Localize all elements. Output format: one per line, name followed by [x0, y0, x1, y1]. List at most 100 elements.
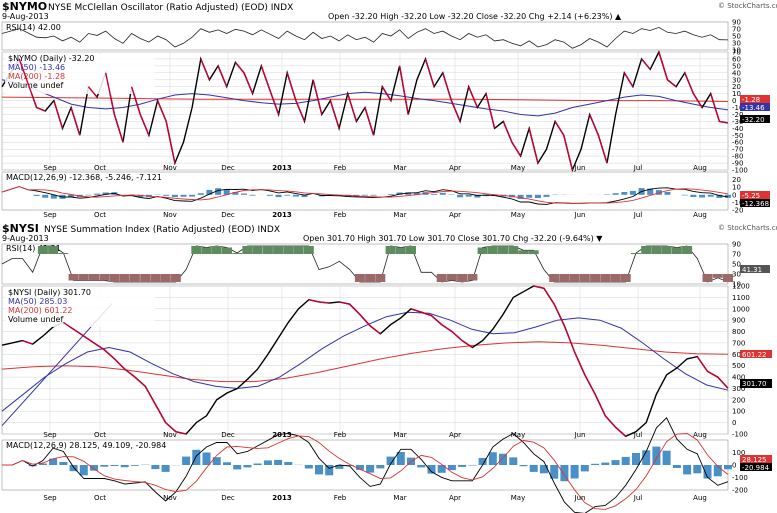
price-down-segment: [584, 374, 596, 395]
price-down-segment: [83, 335, 95, 344]
bottom-tag-macd1: 28.125: [742, 456, 767, 464]
bottom-ohlc: Open 301.70 High 301.70 Low 301.70 Close…: [303, 234, 603, 243]
price-down-segment: [234, 61, 245, 74]
macd-bar: [171, 194, 178, 198]
bottom-tag-macd2: -20.984: [742, 464, 770, 472]
macd-bar: [488, 452, 497, 465]
macd-bar: [713, 465, 722, 477]
rsi-overbought-fill: [293, 246, 304, 254]
macd-bar: [621, 456, 630, 465]
macd-bar: [50, 194, 57, 199]
price-down-segment: [260, 65, 271, 91]
price-down-segment: [165, 422, 177, 433]
price-down-segment: [719, 120, 729, 124]
rsi-oversold-fill: [559, 274, 570, 282]
price-down-segment: [692, 93, 703, 108]
y-tick-label: -80: [732, 153, 743, 161]
y-tick-label: -90: [732, 160, 743, 168]
macd-bar: [223, 462, 231, 465]
bottom-legend-main: $NYSI (Daily) 301.70: [8, 288, 91, 297]
y-tick-label: 70: [732, 251, 741, 259]
top-legend-volume: Volume undef: [8, 81, 63, 90]
price-down-segment: [710, 93, 721, 122]
bottom-macd-y-axis: 100 0 -100 -200: [732, 449, 748, 495]
rsi-overbought-fill: [222, 247, 232, 254]
macd-bar: [79, 465, 88, 476]
macd-bar: [509, 457, 518, 465]
rsi-overbought-fill: [498, 246, 508, 254]
y-tick-label: 50: [732, 261, 741, 269]
price-down-segment: [533, 285, 545, 289]
bottom-tag-last: 301.70: [742, 380, 767, 388]
price-down-segment: [359, 314, 371, 327]
rsi-overbought-fill: [262, 246, 273, 254]
bottom-legend-ma50: MA(50) 285.03: [8, 297, 67, 306]
macd-bar: [580, 465, 589, 472]
macd-bar: [263, 460, 272, 465]
x-tick-label: Sep: [43, 164, 57, 172]
rsi-overbought-fill: [191, 246, 202, 254]
bottom-legend-ma200: MA(200) 601.22: [8, 306, 72, 315]
rsi-oversold-fill: [579, 274, 590, 282]
macd-bar: [253, 463, 262, 465]
macd-bar: [437, 465, 446, 473]
rsi-y-tick-label: 30: [732, 40, 741, 48]
y-tick-label: 1200: [732, 283, 750, 291]
rsi-oversold-fill: [723, 274, 733, 282]
x-tick-label: Dec: [221, 211, 235, 219]
x-tick-label: Aug: [693, 494, 707, 502]
rsi-oversold-fill: [549, 274, 560, 282]
macd-bar: [100, 465, 109, 467]
x-tick-label: Apr: [449, 494, 461, 502]
rsi-overbought-fill: [273, 246, 284, 254]
x-tick-label: Nov: [163, 431, 177, 439]
price-down-segment: [243, 72, 254, 94]
macd-bar: [212, 457, 221, 465]
bottom-macd-label: MACD(12,26,9) 28.125, 49.109, -20.984: [6, 441, 166, 450]
price-down-segment: [27, 82, 38, 108]
rsi-oversold-fill: [170, 274, 181, 282]
macd-bar: [534, 194, 541, 198]
macd-bar: [189, 194, 196, 197]
x-tick-label: Apr: [449, 211, 461, 219]
rsi-oversold-fill: [365, 274, 376, 282]
rsi-oversold-fill: [129, 274, 140, 282]
y-tick-label: 100: [732, 449, 745, 457]
price-down-segment: [139, 114, 150, 136]
y-tick-label: 10: [732, 184, 741, 192]
rsi-overbought-fill: [385, 246, 396, 254]
top-legend-main: $NYMO (Daily) -32.20: [8, 54, 95, 63]
y-tick-label: 900: [732, 317, 745, 325]
rsi-overbought-fill: [252, 246, 263, 254]
macd-bar: [439, 192, 446, 195]
rsi-oversold-fill: [99, 274, 110, 281]
rsi-oversold-fill: [467, 274, 478, 281]
price-down-segment: [295, 100, 306, 122]
macd-bar: [690, 194, 697, 197]
macd-bar: [539, 465, 548, 474]
price-down-segment: [502, 121, 513, 143]
y-tick-label: 800: [732, 328, 745, 336]
x-tick-label: 2013: [272, 431, 292, 439]
price-down-segment: [105, 72, 116, 115]
macd-bar: [249, 194, 256, 196]
rsi-oversold-fill: [600, 274, 611, 282]
macd-bar: [49, 458, 58, 465]
y-tick-label: 0: [732, 191, 736, 199]
rsi-overbought-fill: [395, 247, 406, 254]
macd-bar: [543, 194, 550, 197]
x-tick-label: Dec: [221, 494, 235, 502]
bottom-macd-panel: MACD(12,26,9) 28.125, 49.109, -20.984 10…: [1, 417, 772, 513]
x-tick-label: Mar: [393, 431, 406, 439]
bottom-macd-x-axis: Sep Oct Nov Dec 2013 Feb Mar Apr May Jun Jul Aug: [43, 494, 706, 502]
top-macd-x-axis: Sep Oct Nov Dec 2013 Feb Mar Apr May Jun Jul Aug: [43, 211, 706, 219]
price-down-segment: [641, 58, 651, 70]
rsi-overbought-fill: [406, 246, 416, 254]
macd-bar: [683, 465, 692, 475]
x-tick-label: 2013: [272, 164, 292, 172]
macd-bar: [102, 192, 109, 195]
macd-bar: [223, 189, 230, 195]
rsi-overbought-fill: [641, 246, 652, 254]
bottom-legend: $NYSI (Daily) 301.70 MA(50) 285.03 MA(20…: [5, 287, 155, 327]
